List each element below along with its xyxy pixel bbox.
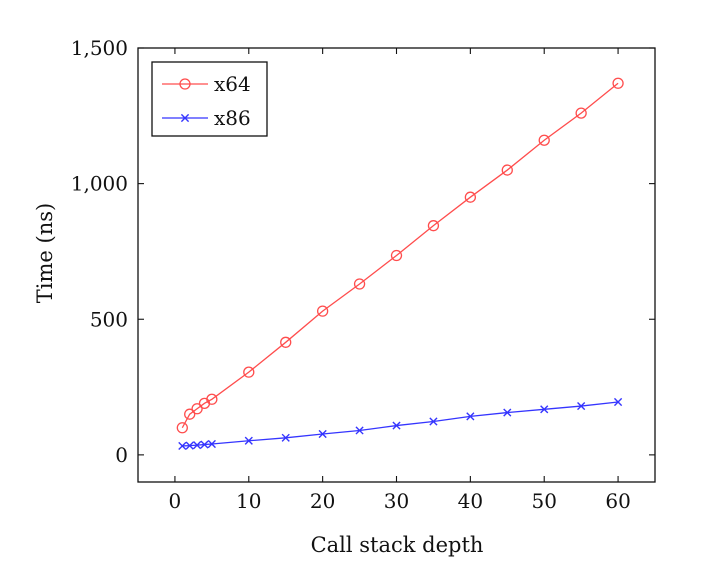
data-point-x64-2 [191, 403, 203, 415]
data-point-x86-15 [613, 397, 623, 407]
data-point-x86-5 [244, 436, 253, 445]
data-point-x86-2-stroke-b [192, 441, 202, 450]
data-point-x64-4 [206, 393, 218, 405]
y-tick-label-3: 1,500 [71, 36, 128, 60]
data-point-x86-7-stroke-b [318, 429, 327, 439]
data-point-x64-1 [184, 408, 196, 420]
data-point-x86-10 [429, 417, 438, 426]
data-point-x64-6 [280, 336, 292, 348]
y-tick-label-0: 0 [115, 443, 128, 467]
data-point-x86-2 [192, 441, 202, 450]
data-point-x64-9 [390, 249, 403, 262]
axes: 0 10 20 30 40 50 60 0 500 1,000 1,500 [71, 36, 656, 513]
data-point-x86-5-stroke-b [244, 436, 253, 445]
data-point-x86-11 [466, 412, 475, 421]
data-point-x86-4-stroke-b [207, 439, 216, 449]
x-tick-label-3: 30 [384, 489, 409, 513]
data-point-x86-13 [540, 405, 549, 414]
data-point-x64-7 [316, 305, 329, 317]
legend-box [151, 61, 268, 137]
data-point-x64-13 [538, 134, 550, 146]
data-point-x86-15-stroke-b [613, 397, 623, 407]
legend-marker-x64-glyph [179, 78, 191, 90]
data-point-x64-5 [243, 366, 255, 378]
data-point-x86-1-stroke-b [185, 441, 194, 450]
data-point-x86-8-stroke-b [355, 426, 364, 435]
legend-marker-x86 [180, 113, 190, 123]
data-point-x64-0 [176, 422, 188, 434]
data-point-x86-7 [318, 429, 327, 439]
data-point-x86-13-stroke-b [540, 405, 549, 414]
legend-label-x64: x64 [214, 72, 251, 96]
x-tick-label-4: 40 [458, 489, 483, 513]
data-point-x86-9-stroke-b [392, 421, 401, 430]
legend: x64 x86 [151, 61, 268, 137]
x-tick-label-6: 60 [605, 489, 630, 513]
data-point-x64-8 [353, 278, 366, 290]
x-tick-label-2: 20 [310, 489, 335, 513]
plot-area [176, 77, 624, 451]
data-point-x64-14 [575, 107, 587, 119]
legend-marker-x64 [179, 78, 191, 90]
data-point-x86-9 [392, 421, 401, 430]
data-point-x86-1 [185, 441, 194, 450]
y-tick-label-2: 1,000 [71, 172, 128, 196]
legend-marker-x86-glyph-stroke-b [180, 113, 190, 123]
y-axis-label: Time (ns) [33, 203, 57, 303]
data-point-x86-14-stroke-b [577, 401, 586, 411]
y-tick-label-1: 500 [90, 307, 128, 331]
x-tick-label-0: 0 [169, 489, 182, 513]
data-point-x86-6-stroke-b [281, 433, 290, 442]
data-point-x86-4 [207, 439, 216, 449]
x-tick-label-1: 10 [236, 489, 261, 513]
series-line-x86 [182, 401, 619, 447]
data-point-x86-11-stroke-b [466, 412, 475, 421]
data-point-x86-12-stroke-b [503, 408, 512, 417]
data-point-x86-12 [503, 408, 512, 417]
data-point-x86-0-stroke-b [178, 441, 187, 451]
data-point-x86-3 [200, 440, 209, 449]
data-point-x64-10 [427, 220, 440, 232]
x-tick-label-5: 50 [531, 489, 556, 513]
data-point-x86-6 [281, 433, 290, 442]
data-point-x64-11 [464, 191, 477, 203]
legend-marker-x86-glyph [180, 113, 190, 123]
data-point-x86-14 [577, 401, 586, 411]
data-point-x86-10-stroke-b [429, 417, 438, 426]
data-point-x86-8 [355, 426, 364, 435]
legend-label-x86: x86 [214, 106, 251, 130]
data-point-x86-0 [178, 441, 187, 451]
x-axis-label: Call stack depth [311, 533, 484, 557]
data-point-x86-3-stroke-b [200, 440, 209, 449]
data-point-x64-12 [501, 164, 513, 176]
data-point-x64-15 [612, 77, 624, 89]
